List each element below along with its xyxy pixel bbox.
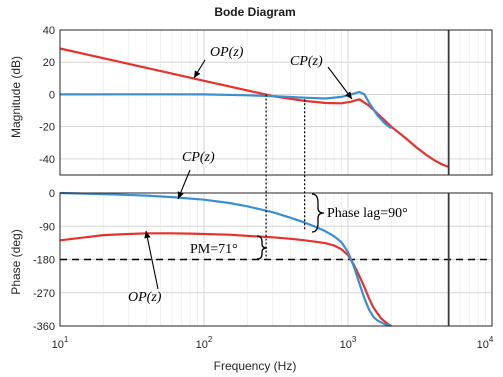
- phase-y-tick-label: -90: [39, 221, 55, 233]
- x-tick-label: 104: [477, 335, 494, 351]
- phase-axis-label: Phase (deg): [9, 229, 23, 294]
- op-phase-arrow: [145, 230, 159, 290]
- x-tick-exponent: 1: [64, 335, 69, 344]
- x-tick-label: 103: [340, 335, 357, 351]
- x-axis-label: Frequency (Hz): [214, 359, 297, 373]
- pm-label: PM=71°: [190, 242, 238, 257]
- phase-axes-frame: [59, 192, 493, 327]
- phase-lag-label: Phase lag=90°: [327, 206, 408, 221]
- op-mag-arrow-head: [194, 70, 201, 78]
- phase-y-tick-label: -180: [33, 255, 55, 267]
- magnitude-y-tick-label: -40: [39, 154, 55, 166]
- magnitude-axes-frame: [59, 29, 493, 176]
- x-tick-exponent: 4: [489, 335, 494, 344]
- op-mag-label: OP(z): [210, 45, 244, 60]
- op-phase-label: OP(z): [128, 290, 162, 305]
- magnitude-opz-line: [59, 47, 450, 168]
- chart-title: Bode Diagram: [214, 5, 295, 19]
- cp-mag-arrow-head: [345, 91, 352, 99]
- magnitude-panel: 40 20 0 -20 -40: [39, 25, 493, 176]
- op-phase-arrow-head: [144, 231, 151, 239]
- cp-mag-label: CP(z): [290, 54, 323, 69]
- magnitude-y-tick-label: 0: [49, 89, 55, 101]
- magnitude-plot-area: [60, 30, 492, 175]
- magnitude-cpz-line: [59, 90, 392, 130]
- x-tick-label: 101: [52, 335, 69, 351]
- cp-phase-label: CP(z): [182, 150, 215, 165]
- phase-panel: 0 -90 -180 -270 -360: [33, 188, 493, 333]
- magnitude-y-tick-label: -20: [39, 122, 55, 134]
- cp-phase-arrow-head: [177, 191, 184, 199]
- phase-y-tick-label: -270: [33, 288, 55, 300]
- magnitude-y-tick-label: 40: [43, 25, 55, 37]
- pm-brace: [256, 235, 268, 260]
- annotations: OP(z) CP(z) CP(z) OP(z) Phase lag=90° PM=71°: [128, 45, 408, 305]
- x-tick-labels: 101 102 103 104: [52, 335, 494, 351]
- phase-opz-line: [59, 232, 392, 327]
- x-tick-exponent: 2: [208, 335, 213, 344]
- phase-y-tick-label: -360: [33, 321, 55, 333]
- phase-y-tick-label: 0: [49, 188, 55, 200]
- x-tick-exponent: 3: [352, 335, 357, 344]
- phase-lag-brace: [311, 193, 325, 233]
- magnitude-axis-label: Magnitude (dB): [9, 56, 23, 138]
- x-tick-label: 102: [196, 335, 213, 351]
- phase-cpz-line: [59, 191, 392, 328]
- magnitude-y-tick-label: 20: [43, 57, 55, 69]
